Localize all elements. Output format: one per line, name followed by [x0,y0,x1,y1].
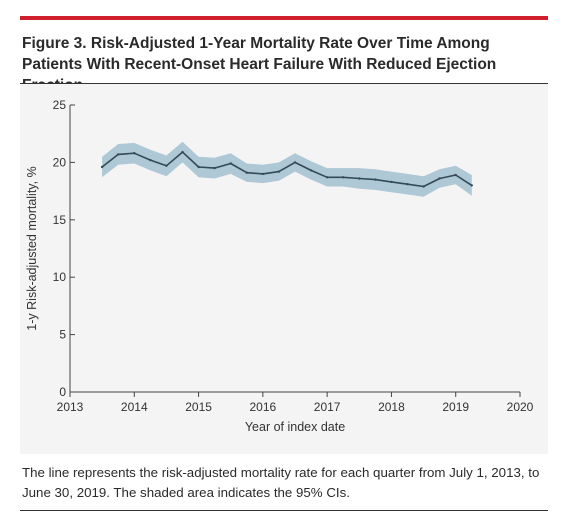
data-point [342,176,345,179]
x-tick-label: 2016 [250,400,277,414]
x-tick-label: 2015 [185,400,212,414]
title-divider [20,83,548,84]
axes: 0 5 10 15 20 25 2013 2014 2015 2016 2017 2018 2019 20… [53,98,534,414]
series-line [101,151,473,188]
series-line-layer [100,150,473,188]
data-point [454,173,457,177]
data-point [438,177,441,180]
bottom-divider [20,510,548,511]
figure-caption: The line represents the risk-adjusted mo… [22,465,540,500]
data-point [470,184,473,187]
data-point [165,164,168,167]
data-point [422,185,425,188]
data-point [374,178,377,181]
x-tick-label: 2017 [314,400,341,414]
data-point [261,172,265,176]
data-point [181,150,184,154]
data-point [245,171,248,174]
x-tick-label: 2013 [57,400,84,414]
data-point [309,169,313,172]
data-point [406,183,409,186]
y-tick-label: 10 [53,270,67,284]
data-point [133,152,136,155]
data-point [229,162,232,165]
top-accent-rule [20,16,548,20]
x-tick-label: 2018 [378,400,405,414]
y-tick-label: 15 [53,213,67,227]
data-point [325,176,329,179]
data-point [293,161,297,164]
data-point [390,180,393,184]
y-tick-label: 25 [53,98,67,112]
x-axis-title: Year of index date [245,420,345,434]
x-tick-label: 2014 [121,400,148,414]
y-tick-label: 20 [53,155,67,169]
data-point [100,165,104,169]
x-tick-label: 2020 [507,400,534,414]
chart-svg: 0 5 10 15 20 25 2013 2014 2015 2016 2017 2018 2019 20… [25,98,534,434]
data-point [117,153,120,156]
y-tick-label: 0 [59,385,66,399]
y-tick-label: 5 [59,328,66,342]
x-tick-label: 2019 [442,400,469,414]
ci-band [102,141,472,197]
data-point [358,177,361,180]
data-point [213,166,216,170]
data-point [197,165,200,169]
data-point [277,170,281,173]
ci-band-layer [102,141,472,197]
y-axis-title: 1-y Risk-adjusted mortality, % [25,166,39,330]
data-point [149,158,152,162]
